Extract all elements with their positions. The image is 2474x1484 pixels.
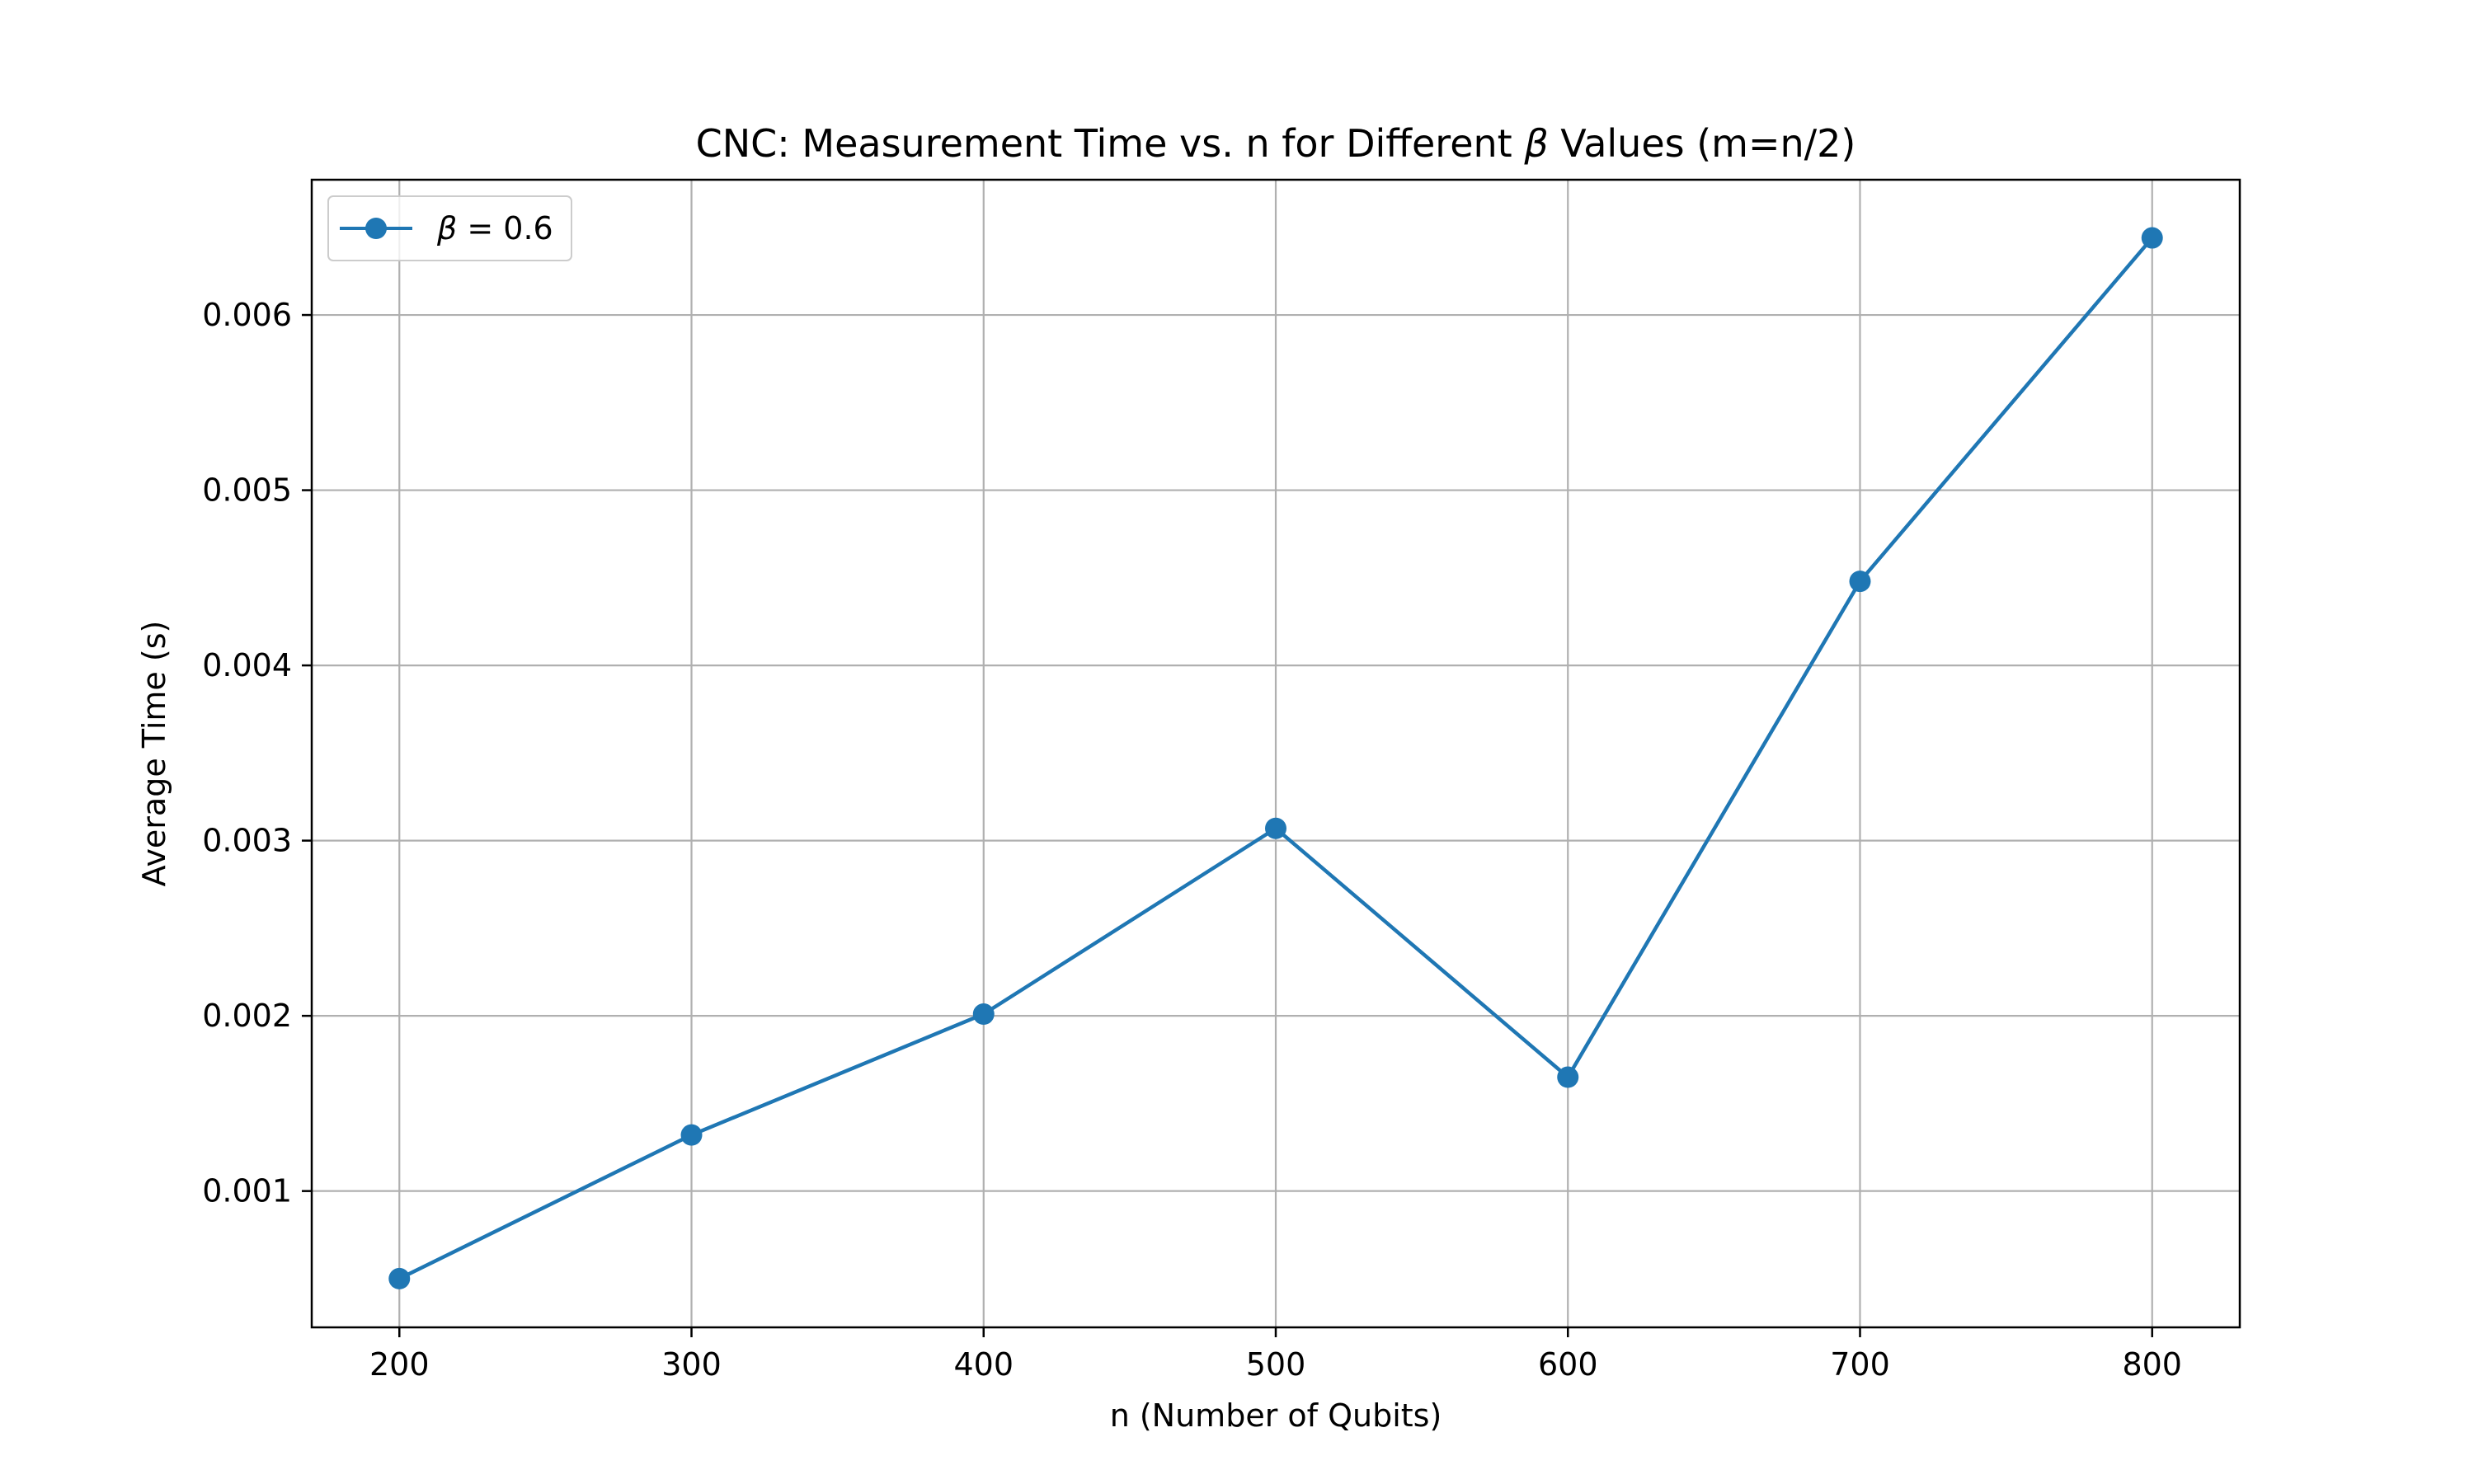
legend-box: [327, 195, 572, 261]
x-tick-label: 300: [661, 1346, 722, 1383]
legend-label: β = 0.6: [436, 210, 553, 247]
y-tick-label: 0.003: [202, 823, 292, 859]
x-tick-label: 700: [1830, 1346, 1890, 1383]
legend-marker: [365, 218, 387, 239]
y-axis-ticks: 0.001 0.002 0.003 0.004 0.005 0.006: [202, 297, 312, 1209]
y-tick-label: 0.005: [202, 472, 292, 509]
x-tick-label: 800: [2122, 1346, 2182, 1383]
y-tick-label: 0.002: [202, 998, 292, 1034]
x-tick-label: 400: [953, 1346, 1014, 1383]
y-tick-label: 0.006: [202, 297, 292, 333]
data-point: [388, 1267, 411, 1289]
y-tick-label: 0.004: [202, 647, 292, 683]
series-layer: [388, 227, 2163, 1289]
x-axis-ticks: 200 300 400 500 600 700 800: [369, 1327, 2182, 1383]
chart-title: CNC: Measurement Time vs. n for Differen…: [696, 121, 1856, 166]
x-tick-label: 600: [1538, 1346, 1598, 1383]
data-point: [2141, 227, 2163, 249]
y-tick-label: 0.001: [202, 1173, 292, 1209]
x-tick-label: 200: [369, 1346, 430, 1383]
x-tick-label: 500: [1246, 1346, 1306, 1383]
grid: [312, 180, 2240, 1327]
y-axis-label: Average Time (s): [136, 621, 172, 887]
x-axis-label: n (Number of Qubits): [1110, 1397, 1442, 1434]
data-point: [1849, 571, 1871, 593]
data-point: [1557, 1066, 1579, 1088]
legend: β = 0.6: [327, 195, 572, 261]
data-point: [972, 1003, 995, 1026]
data-point: [680, 1124, 703, 1146]
data-point: [1265, 817, 1286, 839]
